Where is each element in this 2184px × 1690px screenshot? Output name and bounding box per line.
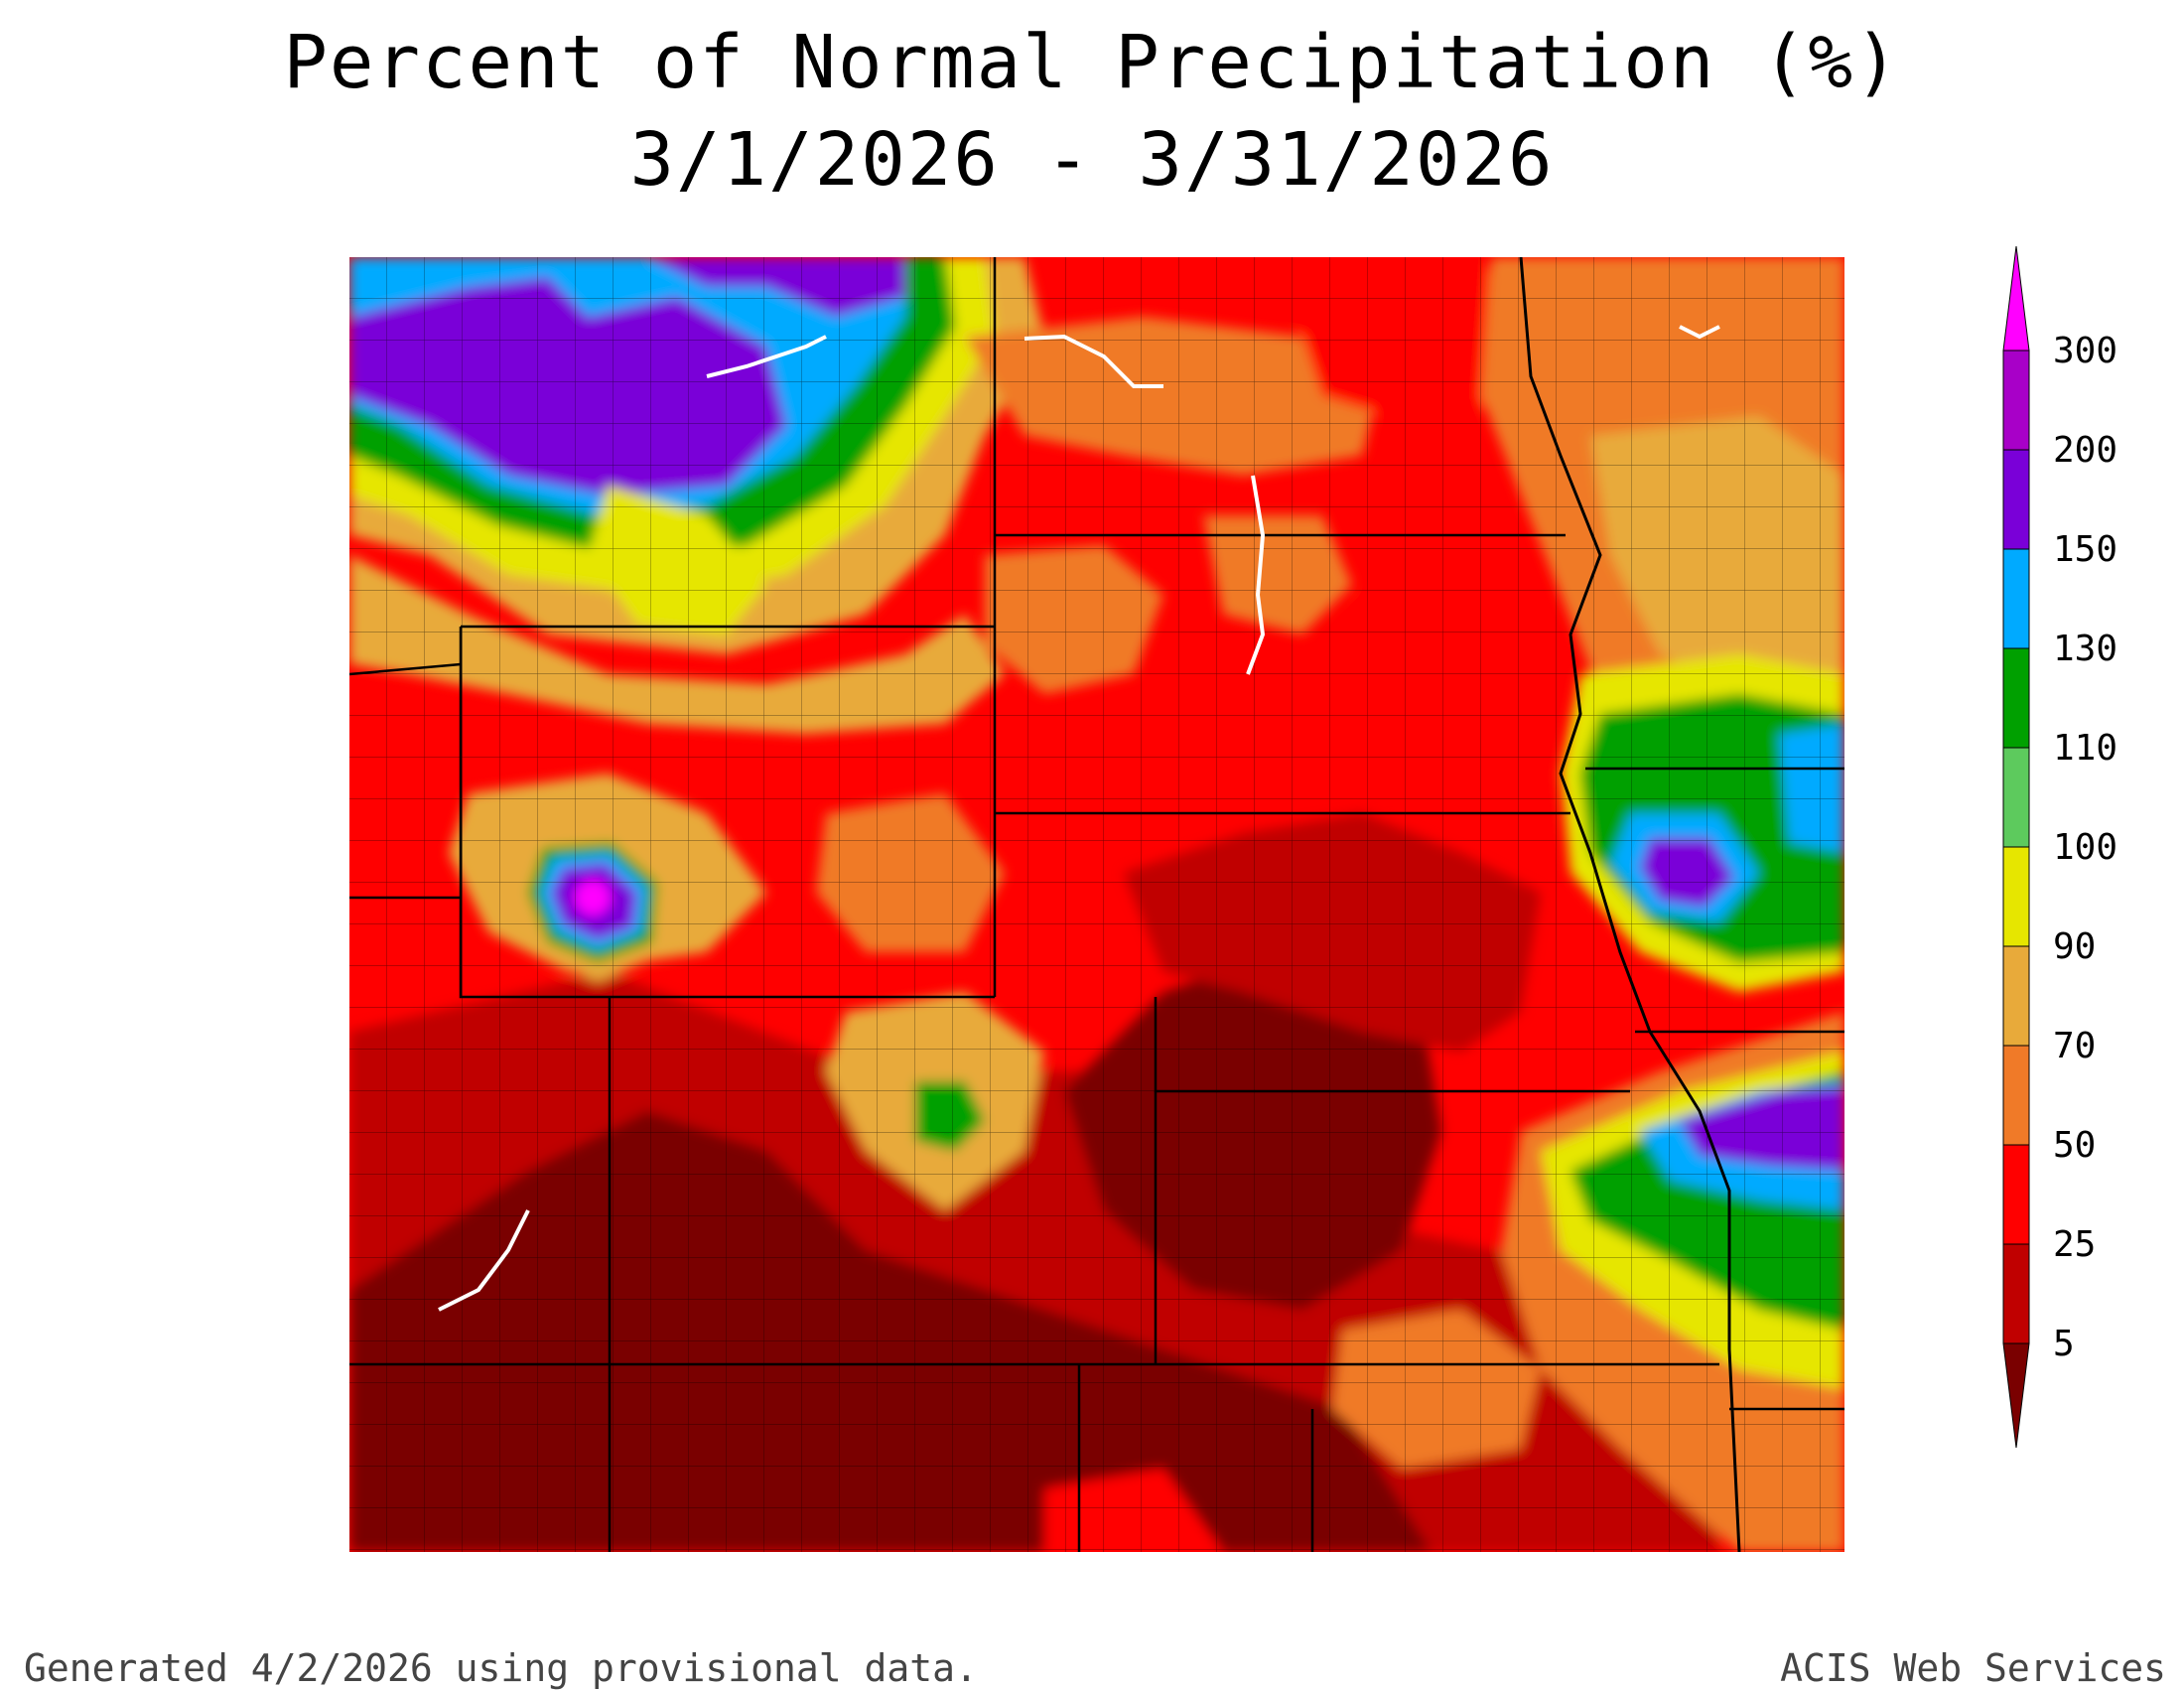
water-features — [438, 325, 1720, 1312]
county-grid — [349, 257, 1844, 1552]
legend-label-90: 90 — [2053, 926, 2096, 967]
map-date-range: 3/1/2026 - 3/31/2026 — [629, 117, 1555, 203]
lake-fort-peck — [706, 335, 827, 378]
lake-red-river — [438, 1209, 530, 1312]
legend-bars — [2002, 245, 2030, 1449]
legend-swatch-200 — [2002, 350, 2030, 451]
legend-label-110: 110 — [2053, 728, 2117, 769]
precipitation-map — [349, 257, 1844, 1552]
legend-label-130: 130 — [2053, 629, 2117, 669]
legend-swatch-50 — [2002, 1045, 2030, 1146]
legend-bottom-arrow — [2002, 1342, 2030, 1449]
legend-label-150: 150 — [2053, 529, 2117, 570]
legend-label-5: 5 — [2053, 1324, 2075, 1364]
legend-swatch-110 — [2002, 647, 2030, 749]
source-credit: ACIS Web Services — [1780, 1646, 2166, 1690]
boundary-wy-south — [459, 627, 995, 999]
legend-labels: 5 25 50 70 90 100 110 130 150 200 300 — [2053, 331, 2117, 1364]
legend-swatch-100 — [2002, 747, 2030, 848]
map-title: Percent of Normal Precipitation (%) — [283, 20, 1901, 105]
legend-label-300: 300 — [2053, 331, 2117, 371]
generated-note: Generated 4/2/2026 using provisional dat… — [24, 1646, 978, 1690]
state-boundaries — [349, 257, 1844, 1552]
legend-label-70: 70 — [2053, 1026, 2096, 1066]
legend-label-25: 25 — [2053, 1224, 2096, 1265]
lake-sakakawea — [1024, 334, 1163, 388]
legend-swatch-130 — [2002, 548, 2030, 649]
lake-minnesota — [1679, 325, 1720, 340]
legend-swatch-70 — [2002, 945, 2030, 1047]
legend-label-100: 100 — [2053, 827, 2117, 868]
legend-label-200: 200 — [2053, 430, 2117, 471]
lake-oahe — [1246, 475, 1266, 675]
legend-colorbar: 5 25 50 70 90 100 110 130 150 200 300 — [2002, 245, 2117, 1449]
legend-swatch-5 — [2002, 1243, 2030, 1344]
legend-swatch-90 — [2002, 846, 2030, 947]
legend-label-50: 50 — [2053, 1125, 2096, 1166]
legend-swatch-150 — [2002, 449, 2030, 550]
legend-top-arrow — [2002, 245, 2030, 352]
legend-swatch-25 — [2002, 1144, 2030, 1245]
boundary-mt-id — [349, 662, 462, 676]
river-missouri — [1519, 257, 1741, 1552]
